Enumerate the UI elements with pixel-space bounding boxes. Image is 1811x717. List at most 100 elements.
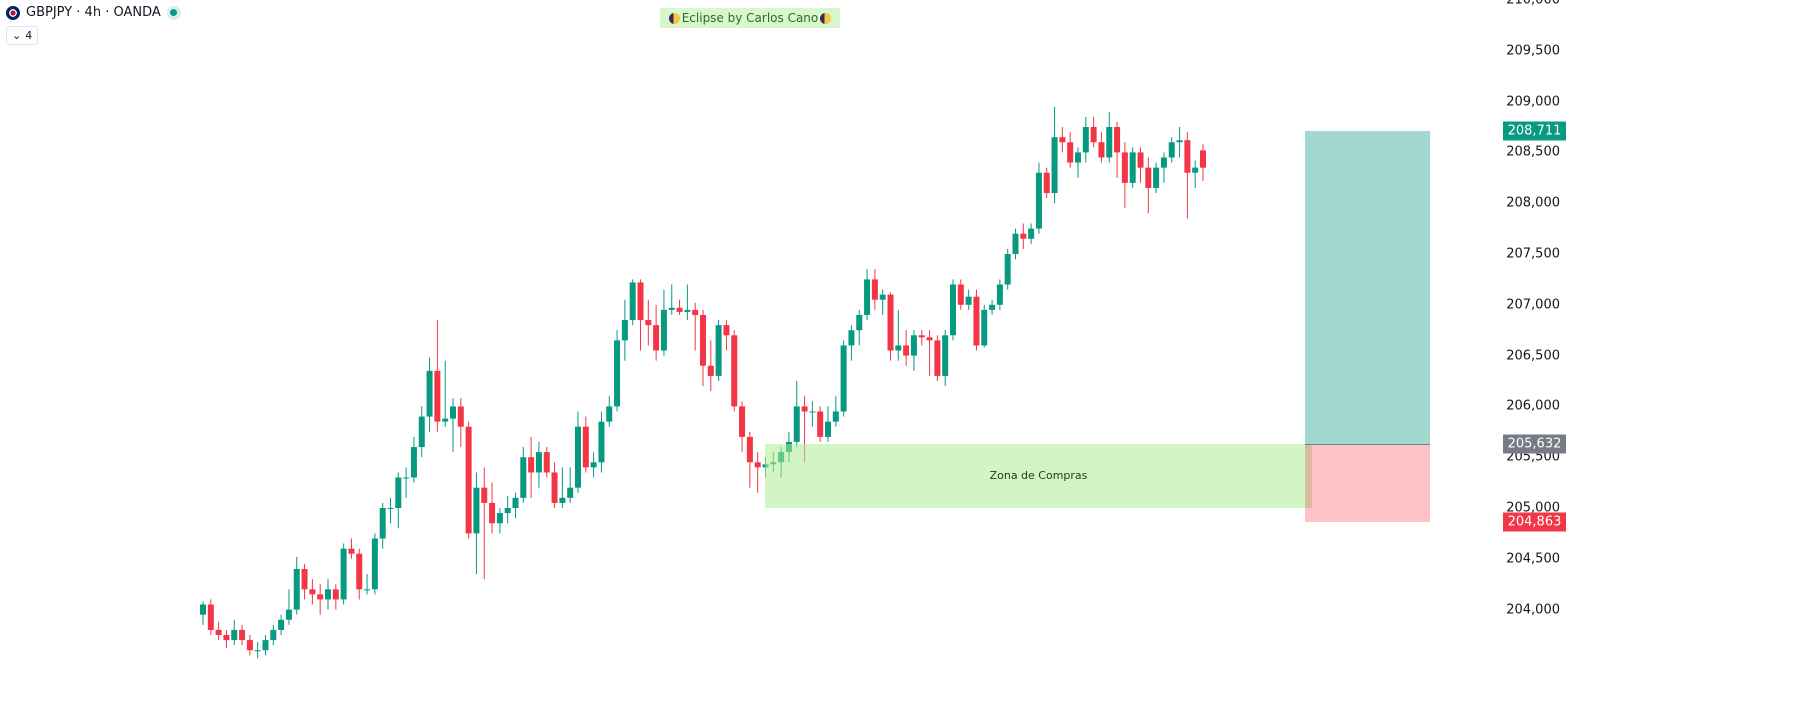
candle: [231, 619, 238, 646]
candle: [1176, 127, 1183, 158]
long-position-entry-line[interactable]: [1305, 443, 1430, 445]
candle-body: [426, 370, 433, 417]
long-position-target-area[interactable]: [1305, 130, 1430, 444]
candle: [754, 452, 761, 493]
candle-body: [410, 447, 417, 478]
candle: [1200, 144, 1206, 181]
price-axis-tick-label: 207,500: [1506, 246, 1560, 262]
candle-body: [301, 568, 308, 590]
candle-body: [1192, 167, 1199, 173]
candle: [653, 304, 660, 361]
candle: [1153, 162, 1160, 194]
candle: [1067, 132, 1074, 168]
candle-body: [950, 284, 956, 336]
candle-body: [504, 508, 511, 514]
long-position-stop-area[interactable]: [1305, 443, 1430, 522]
candle: [746, 431, 753, 488]
candle-body: [864, 279, 871, 315]
candle: [309, 579, 316, 605]
candle: [723, 320, 730, 351]
candle: [1043, 167, 1050, 199]
candle-body: [442, 418, 449, 422]
candle: [942, 330, 949, 387]
symbol-legend[interactable]: GBPJPY · 4h · OANDA: [6, 5, 181, 20]
candle: [645, 299, 652, 346]
candle-body: [231, 629, 238, 641]
candle: [379, 502, 386, 549]
candle-body: [754, 462, 761, 468]
symbol-title[interactable]: GBPJPY · 4h · OANDA: [26, 5, 161, 20]
candle: [1106, 111, 1113, 163]
candle: [739, 401, 746, 453]
candle-body: [575, 426, 581, 488]
candle: [200, 601, 206, 625]
candle-body: [489, 502, 496, 524]
candle: [637, 279, 644, 351]
target-price-tag: 208,711: [1503, 121, 1566, 141]
candle: [535, 441, 542, 488]
watermark-text: Eclipse by Carlos Cano: [681, 11, 819, 25]
candle: [692, 302, 699, 351]
candle-body: [520, 457, 527, 498]
candle: [403, 467, 410, 498]
candle: [1075, 147, 1081, 178]
indicators-toggle-button[interactable]: ⌄ 4: [6, 26, 39, 45]
candle: [660, 289, 667, 356]
candle-body: [1129, 152, 1136, 183]
candle: [1184, 132, 1191, 219]
candle-body: [871, 279, 878, 300]
candle-body: [200, 604, 206, 615]
candle: [582, 416, 589, 473]
candle: [215, 621, 222, 641]
price-axis-tick-label: 207,000: [1506, 297, 1560, 313]
candle: [528, 436, 535, 498]
candle: [1168, 137, 1175, 163]
candle-body: [856, 314, 863, 331]
candle-body: [262, 640, 269, 651]
candle-body: [528, 457, 535, 473]
price-axis-tick-label: 206,000: [1506, 398, 1560, 414]
candle: [496, 508, 503, 534]
candle: [434, 320, 441, 432]
candle-body: [957, 284, 964, 305]
candle-body: [973, 296, 980, 346]
candle-body: [450, 406, 456, 419]
candle: [450, 398, 456, 453]
candle: [356, 548, 363, 600]
candle-body: [481, 487, 488, 503]
candle: [270, 624, 277, 646]
candle-body: [1082, 127, 1089, 153]
candle: [715, 320, 722, 381]
price-axis-tick-label: 205,000: [1506, 500, 1560, 516]
candle-body: [684, 309, 691, 312]
candle: [887, 292, 894, 361]
candle: [262, 635, 269, 656]
buy-zone-rectangle[interactable]: Zona de Compras: [765, 443, 1312, 508]
candle: [246, 635, 253, 656]
candle-body: [293, 568, 300, 610]
price-axis-tick-label: 204,500: [1506, 551, 1560, 567]
candle: [1028, 223, 1035, 244]
candle: [278, 614, 285, 635]
candle: [817, 406, 824, 442]
candle: [676, 299, 683, 315]
candle-body: [653, 325, 660, 351]
candle-body: [614, 340, 621, 407]
price-axis-tick-label: 204,000: [1506, 602, 1560, 618]
candle-body: [606, 406, 613, 422]
candle: [598, 411, 605, 473]
candle-body: [825, 421, 831, 437]
price-axis-tick-label: 208,000: [1506, 195, 1560, 211]
candle: [285, 589, 292, 625]
candle-body: [793, 406, 800, 442]
candle: [1012, 228, 1019, 260]
candle: [793, 381, 800, 448]
candle-body: [1153, 167, 1160, 188]
candle: [426, 357, 433, 432]
candle-body: [715, 325, 722, 376]
candle: [832, 396, 839, 427]
candle-body: [1098, 142, 1105, 158]
candle-body: [387, 508, 394, 509]
candle-body: [739, 406, 746, 437]
